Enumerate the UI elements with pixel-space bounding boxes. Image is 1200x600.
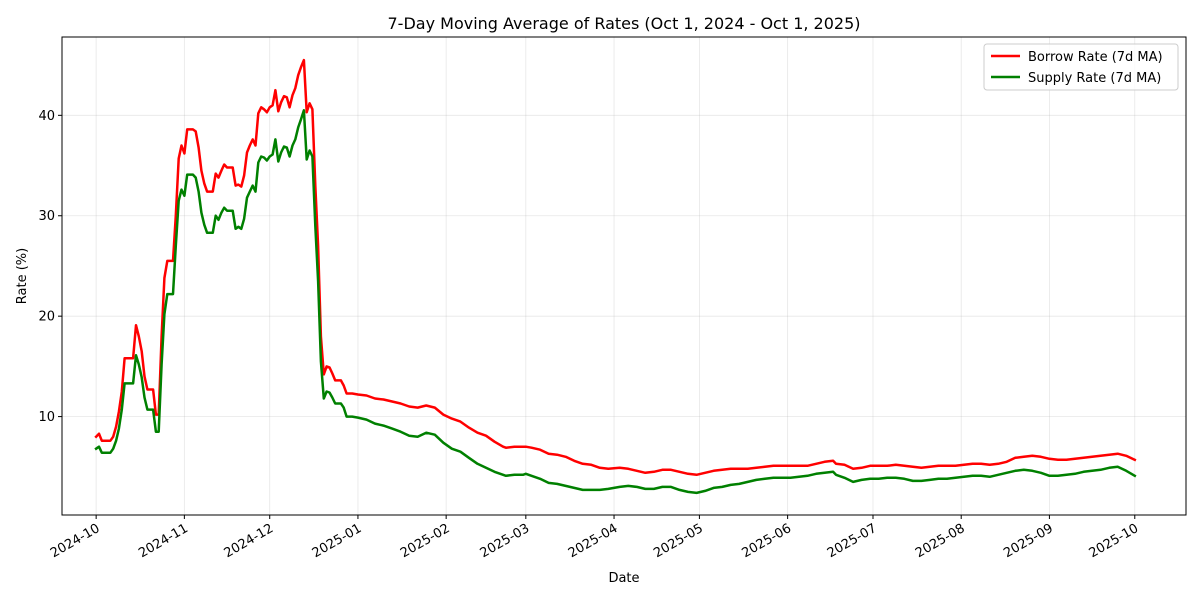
chart-title: 7-Day Moving Average of Rates (Oct 1, 20… <box>388 14 861 33</box>
grid <box>62 37 1186 515</box>
legend-label-borrow: Borrow Rate (7d MA) <box>1028 50 1163 65</box>
legend: Borrow Rate (7d MA) Supply Rate (7d MA) <box>983 43 1179 91</box>
x-axis-label: Date <box>608 571 639 586</box>
plot-frame <box>61 36 1187 516</box>
legend-label-supply: Supply Rate (7d MA) <box>1028 71 1161 86</box>
y-tick-label: 10 <box>38 410 55 425</box>
series-line-supply <box>94 109 1137 495</box>
y-axis-label: Rate (%) <box>15 248 30 304</box>
plot-lines <box>94 58 1137 495</box>
plot-area <box>62 37 1186 515</box>
legend-box <box>983 43 1179 91</box>
y-axis: 10 20 30 40 <box>38 109 62 425</box>
y-tick-label: 20 <box>38 310 55 325</box>
series-line-borrow <box>94 58 1137 477</box>
y-tick-label: 40 <box>38 109 55 124</box>
y-tick-label: 30 <box>38 209 55 224</box>
